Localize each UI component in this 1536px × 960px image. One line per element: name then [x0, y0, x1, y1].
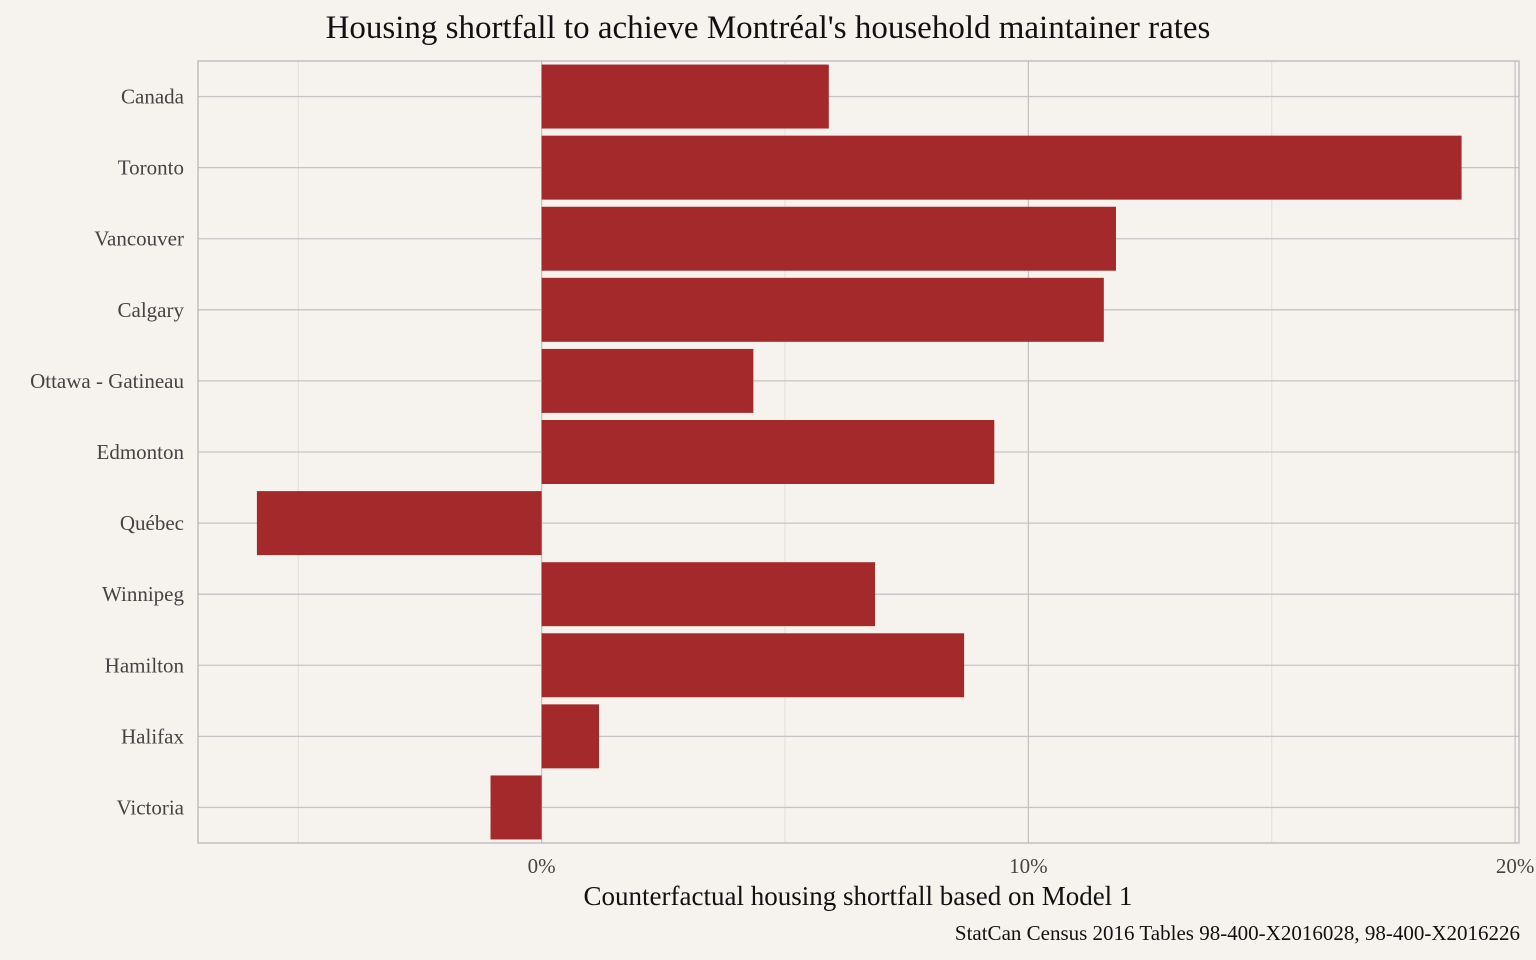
- y-tick-label: Ottawa - Gatineau: [30, 369, 184, 393]
- bar-canada: [541, 64, 829, 129]
- y-tick-label: Québec: [120, 511, 184, 535]
- bar-qu-bec: [256, 491, 542, 556]
- x-tick-label: 20%: [1496, 854, 1535, 878]
- y-axis-tick-labels: Canada Toronto Vancouver Calgary Ottawa - Ga…: [30, 85, 185, 820]
- y-tick-label: Toronto: [118, 156, 184, 180]
- y-tick-label: Vancouver: [94, 227, 184, 251]
- y-tick-label: Edmonton: [97, 440, 185, 464]
- chart-caption: StatCan Census 2016 Tables 98-400-X20160…: [955, 921, 1520, 945]
- y-tick-label: Winnipeg: [102, 582, 184, 606]
- y-tick-label: Halifax: [121, 724, 184, 748]
- bar-hamilton: [541, 633, 965, 698]
- bar-winnipeg: [541, 562, 876, 627]
- chart-title: Housing shortfall to achieve Montréal's …: [326, 10, 1211, 46]
- bar-vancouver: [541, 206, 1116, 271]
- bar-toronto: [541, 135, 1462, 200]
- panel-border: [197, 60, 1520, 844]
- bar-edmonton: [541, 420, 995, 484]
- x-axis-title: Counterfactual housing shortfall based o…: [584, 881, 1133, 911]
- x-tick-label: 10%: [1009, 854, 1048, 878]
- x-tick-label: 0%: [528, 854, 556, 878]
- bar-ottawa-gatineau: [541, 348, 754, 413]
- y-tick-label: Canada: [121, 85, 185, 109]
- bar-calgary: [541, 277, 1104, 342]
- bar-victoria: [490, 775, 542, 840]
- y-tick-label: Calgary: [118, 298, 185, 322]
- bars: [256, 64, 1462, 840]
- y-tick-label: Hamilton: [105, 653, 185, 677]
- y-tick-label: Victoria: [116, 795, 184, 819]
- bar-halifax: [541, 704, 600, 769]
- x-axis-tick-labels: 0% 10% 20%: [528, 854, 1535, 878]
